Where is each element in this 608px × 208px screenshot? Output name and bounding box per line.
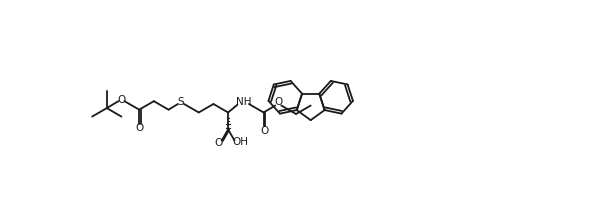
Text: O: O: [215, 139, 223, 149]
Text: O: O: [260, 126, 269, 136]
Text: O: O: [117, 95, 126, 105]
Text: O: O: [274, 98, 282, 108]
Text: OH: OH: [233, 137, 249, 147]
Text: S: S: [178, 98, 184, 108]
Text: NH: NH: [236, 97, 251, 107]
Text: O: O: [136, 123, 144, 133]
